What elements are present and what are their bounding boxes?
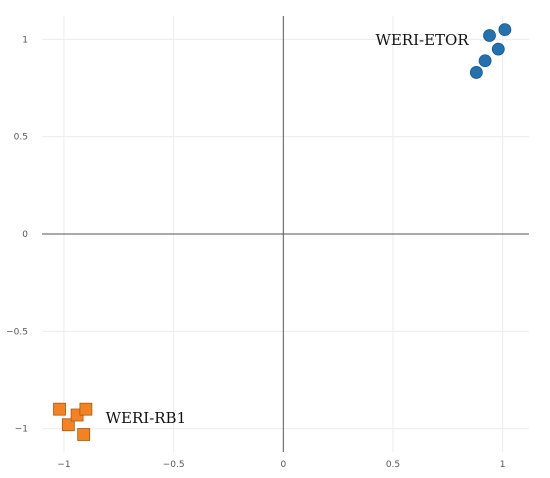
circle-point	[469, 66, 483, 79]
circle-point	[483, 29, 496, 42]
x-tick-label: 1	[500, 460, 506, 470]
square-point	[53, 402, 66, 416]
circle-point	[491, 42, 505, 56]
circle-point	[478, 54, 492, 68]
x-tick-label: 0	[280, 460, 286, 470]
circle-point	[498, 23, 512, 37]
x-tick-label: −1	[57, 460, 70, 470]
square-point	[61, 418, 75, 432]
cluster-annotation: WERI-ETOR	[375, 31, 469, 49]
data-points	[53, 23, 512, 441]
x-tick-label: −0.5	[163, 460, 185, 470]
y-tick-label: −0.5	[6, 327, 28, 337]
y-tick-label: 0	[22, 230, 28, 240]
square-point	[77, 428, 91, 441]
square-point	[79, 402, 93, 416]
x-tick-label: 0.5	[386, 460, 400, 470]
y-tick-label: −1	[15, 425, 28, 435]
cluster-labels: WERI-ETOR WERI-RB1	[106, 31, 470, 427]
y-tick-label: 1	[22, 35, 28, 45]
zero-axes	[42, 16, 529, 452]
grid-lines	[42, 16, 529, 452]
y-tick-label: 0.5	[14, 133, 28, 143]
cluster-annotation: WERI-RB1	[106, 409, 187, 427]
tick-labels: −1 −0.5 0 0.5 1 1 0.5 0 −0.5 −1	[6, 35, 505, 470]
